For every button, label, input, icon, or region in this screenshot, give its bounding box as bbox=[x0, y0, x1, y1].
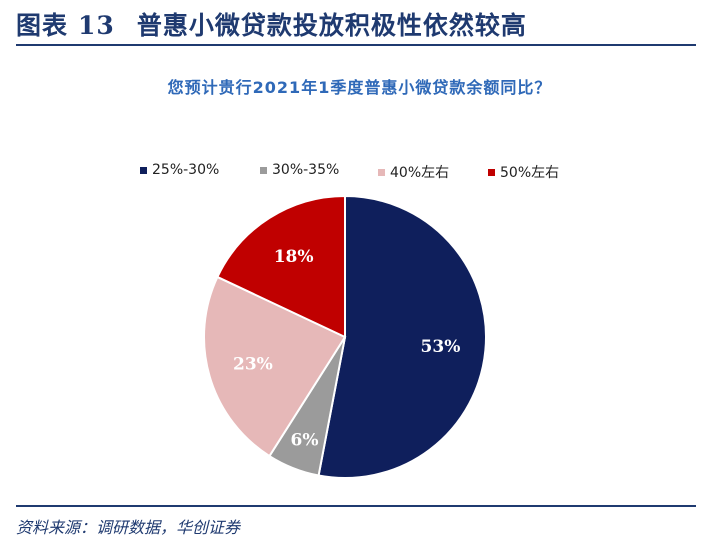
pie-label-0: 53% bbox=[421, 337, 461, 357]
pie-label-1: 6% bbox=[291, 430, 319, 450]
footer-rule bbox=[16, 505, 696, 507]
pie-slice-3 bbox=[216, 194, 346, 339]
chart-title: 您预计贵行2021年1季度普惠小微贷款余额同比？ bbox=[167, 78, 552, 97]
legend-item-3: 50%左右 bbox=[488, 162, 559, 182]
figure-label: 图表 bbox=[16, 11, 69, 40]
legend-swatch-0 bbox=[140, 166, 147, 174]
legend-item-1: 30%-35% bbox=[260, 162, 339, 178]
legend-swatch-3 bbox=[488, 168, 495, 176]
legend-swatch-2 bbox=[378, 168, 385, 176]
legend-item-0: 25%-30% bbox=[140, 162, 219, 178]
pie-slice-0 bbox=[317, 194, 487, 479]
legend-label-2: 40%左右 bbox=[390, 165, 450, 181]
figure-title-text: 普惠小微贷款投放积极性依然较高 bbox=[136, 11, 527, 40]
source-note: 资料来源：调研数据，华创证券 bbox=[16, 518, 241, 537]
figure-header: 图表 13 普惠小微贷款投放积极性依然较高 bbox=[0, 0, 719, 46]
legend-label-0: 25%-30% bbox=[152, 162, 220, 178]
legend-item-2: 40%左右 bbox=[378, 162, 449, 182]
header-rule bbox=[16, 44, 696, 46]
legend-label-3: 50%左右 bbox=[500, 165, 560, 181]
legend-swatch-1 bbox=[260, 166, 267, 174]
legend-label-1: 30%-35% bbox=[272, 162, 340, 178]
figure-number: 13 bbox=[78, 11, 115, 40]
pie-label-3: 18% bbox=[274, 247, 314, 267]
pie-label-2: 23% bbox=[233, 355, 273, 375]
figure-title: 图表 13 普惠小微贷款投放积极性依然较高 bbox=[16, 6, 527, 42]
pie-slice-2 bbox=[203, 275, 347, 458]
